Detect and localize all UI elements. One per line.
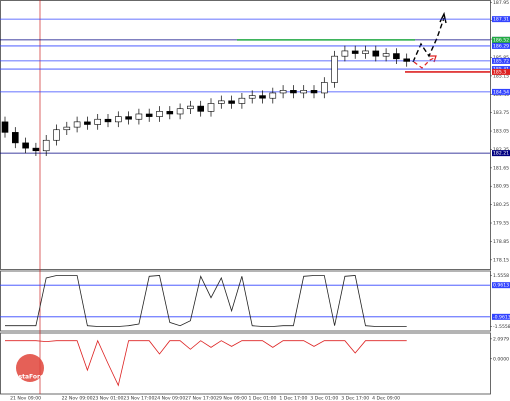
candle-body: [300, 90, 308, 94]
level-label: 184.54: [493, 89, 509, 95]
candle-body: [63, 126, 71, 131]
candle-body: [362, 50, 369, 54]
level-label-box: [492, 16, 510, 23]
y-tick-label: 2.0979: [493, 336, 509, 342]
y-tick-label: 181.65: [493, 165, 509, 171]
candle-body: [176, 108, 184, 115]
candle-body: [259, 95, 266, 99]
level-label-box: [492, 36, 510, 43]
x-tick-label: 23 Nov 17:00: [123, 396, 154, 401]
candle-body: [279, 90, 287, 94]
level-label-box: [492, 42, 510, 49]
level-label-box: [492, 282, 510, 289]
arrow-head: [430, 55, 437, 63]
candle-body: [1, 121, 9, 133]
candle-body: [238, 97, 246, 104]
candle-body: [32, 147, 40, 152]
y-tick-label: 178.85: [493, 239, 509, 245]
candle-body: [341, 50, 349, 57]
candle-body: [197, 105, 204, 112]
y-tick-label: 183.75: [493, 110, 509, 116]
candle-body: [269, 92, 277, 99]
level-label-box: [492, 150, 510, 157]
candle-body: [228, 100, 235, 104]
y-tick-label: 182.35: [493, 147, 509, 153]
x-tick-label: 24 Nov 09:00: [154, 396, 185, 401]
candle-body: [382, 53, 390, 57]
projection-arrow: [412, 17, 445, 63]
candle-body: [73, 121, 81, 128]
level-label-box: [492, 57, 510, 64]
candle-body: [22, 142, 29, 149]
x-tick-label: 1 Dec 17:00: [279, 396, 307, 401]
level-label-box: [492, 88, 510, 95]
candle-body: [393, 53, 400, 60]
candle-body: [403, 58, 411, 62]
y-tick-label: -1.5558: [493, 324, 510, 330]
candle-body: [145, 113, 153, 117]
logo-text: InstaForex: [12, 374, 48, 381]
candle-body: [53, 129, 60, 141]
x-tick-label: 3 Dec 01:00: [310, 396, 338, 401]
candle-body: [310, 90, 318, 94]
y-tick-label: 183.05: [493, 129, 509, 135]
level-label: 186.29: [493, 43, 509, 49]
candle-body: [104, 118, 112, 123]
candle-body: [372, 50, 380, 57]
x-tick-label: 23 Nov 01:00: [93, 396, 124, 401]
y-tick-label: 179.55: [493, 221, 509, 227]
candle-body: [290, 90, 297, 94]
indicator-line: [5, 339, 407, 387]
x-tick-label: 27 Nov 17:00: [185, 396, 216, 401]
candle-body: [135, 113, 143, 120]
candle-body: [42, 139, 50, 152]
candle-body: [125, 116, 132, 120]
y-tick-label: 180.25: [493, 202, 509, 208]
candle-body: [331, 55, 338, 83]
level-label-box: [492, 68, 510, 75]
logo: InstaForex: [12, 354, 48, 382]
x-tick-label: 21 Nov 09:00: [10, 396, 41, 401]
candle-body: [248, 95, 256, 99]
level-label: 187.31: [493, 17, 509, 23]
candle-body: [115, 116, 122, 123]
indicator-panel: [0, 270, 491, 332]
candle-body: [320, 82, 328, 94]
indicator-line: [5, 275, 407, 327]
y-tick-label: 187.95: [493, 0, 509, 6]
candle-body: [166, 111, 174, 115]
level-label: 186.52: [493, 37, 509, 43]
indicator-panel: [0, 332, 491, 395]
candle-body: [156, 111, 163, 117]
level-label: 182.21: [493, 151, 509, 157]
x-tick-label: 4 Dec 09:00: [372, 396, 400, 401]
candle-body: [351, 50, 359, 54]
candle-body: [12, 132, 19, 144]
candle-body: [84, 121, 91, 125]
projection-arrow: [413, 56, 437, 69]
level-label: 185.72: [493, 58, 509, 64]
candle-body: [207, 103, 215, 112]
y-tick-label: 0.0000: [493, 356, 509, 362]
x-tick-label: 29 Nov 09:00: [216, 396, 247, 401]
candle-body: [218, 100, 225, 104]
x-tick-label: 3 Dec 17:00: [341, 396, 369, 401]
y-tick-label: 178.15: [493, 257, 509, 263]
level-label: -0.9613: [493, 314, 510, 320]
level-label: 0.9613: [493, 283, 509, 289]
x-tick-label: 1 Dec 01:00: [249, 396, 277, 401]
price-panel: [0, 0, 491, 270]
y-tick-label: 1.5558: [493, 273, 509, 279]
candle-body: [94, 118, 101, 125]
candle-body: [187, 105, 194, 110]
y-tick-label: 180.95: [493, 184, 509, 190]
level-label: 185.3: [493, 69, 506, 75]
y-tick-label: 185.15: [493, 73, 509, 79]
x-tick-label: 22 Nov 09:00: [62, 396, 93, 401]
level-label-box: [492, 313, 510, 320]
